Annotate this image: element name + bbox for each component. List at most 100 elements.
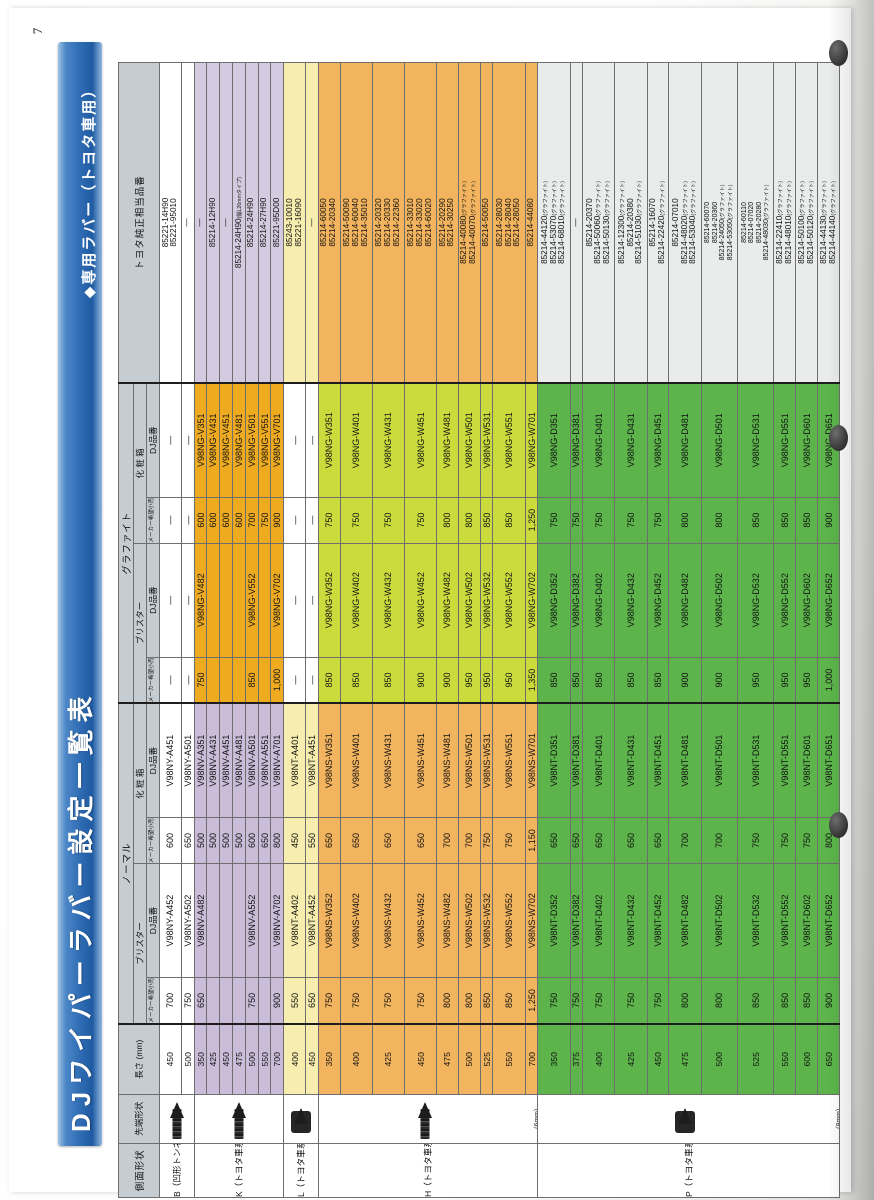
cell-normal-blister-price: 900 [817, 977, 840, 1024]
cell-graphite-box-price: — [283, 497, 306, 544]
cell-oem-numbers: 85214-28030 85214-28040 85214-28050 [492, 62, 526, 383]
cell-oem-numbers: 85214-24H90 [245, 62, 259, 383]
cell-normal-box-part: V98NS-W351 [318, 703, 341, 818]
tip-shape-icon [283, 1094, 319, 1144]
oem-number: 85214-27H90 [259, 197, 269, 248]
cell-graphite-box-part: V98NG-V551 [258, 382, 271, 498]
cell-length: 400 [340, 1023, 373, 1095]
cell-normal-box-part: V98NY-A451 [159, 703, 182, 818]
cell-normal-blister-price: 750 [340, 977, 373, 1024]
cell-normal-box-part: V98NV-A501 [245, 703, 259, 818]
cell-graphite-box-part: V98NG-W451 [404, 382, 437, 498]
cell-normal-box-part: V98NT-A401 [283, 703, 306, 818]
cell-graphite-box-part: V98NG-W701 [525, 382, 538, 498]
cell-normal-box-part: V98NV-A701 [270, 703, 284, 818]
table-row: 450 650 V98NT-A452 550 V98NT-A451— — — — — [305, 62, 319, 1198]
cell-normal-box-price: 700 [668, 817, 702, 864]
cell-length: 500 [458, 1023, 481, 1095]
cell-normal-blister-price [258, 977, 271, 1024]
cell-normal-box-price: 650 [582, 817, 615, 864]
cell-graphite-blister-price [258, 657, 271, 704]
table-row: 700 900 V98NV-A702 800 V98NV-A701 1,000 V98NG-… [270, 62, 284, 1198]
oem-number: — [182, 218, 192, 227]
sub-normal-box: 化 粧 箱 [133, 703, 147, 864]
cell-oem-numbers: 85214-33010 85214-33020 85214-60020 [404, 62, 437, 383]
table-row: 450 750 V98NS-W452 650 V98NS-W451 900 V98NG-W4… [404, 62, 437, 1198]
cell-normal-blister-part [232, 863, 246, 978]
field-part-n-box: DJ品番 [146, 703, 160, 818]
cell-graphite-box-part: — [159, 382, 182, 498]
cell-normal-blister-part: V98NS-W452 [404, 863, 437, 978]
tip-shape-icon [159, 1094, 195, 1144]
cell-graphite-box-price: 750 [614, 497, 648, 544]
table-row: L（トヨタ車系（樹脂トンネル））400550V98NT-A402450V98NT… [283, 62, 319, 1198]
cell-normal-blister-part: V98NT-D602 [795, 863, 818, 978]
cell-graphite-box-part: V98NG-W431 [372, 382, 405, 498]
cell-graphite-blister-price: 850 [245, 657, 259, 704]
cell-normal-blister-price: 1,250 [525, 977, 538, 1024]
cell-graphite-blister-price: — [305, 657, 319, 704]
oem-number: 85214-20340 [328, 198, 338, 247]
row-category-label: H（トヨタ車系ツイン1） [318, 1143, 538, 1198]
cell-length: 425 [614, 1023, 648, 1095]
cell-normal-blister-part: V98NT-D352 [537, 863, 571, 978]
field-part-n-blister: DJ品番 [146, 863, 160, 978]
cell-normal-box-price: 1,150 [525, 817, 538, 864]
cell-normal-box-part: V98NV-A451 [219, 703, 233, 818]
cell-graphite-box-part: V98NG-V501 [245, 382, 259, 498]
oem-number: 85214-22360 [391, 198, 401, 247]
cell-graphite-blister-part: — [159, 543, 182, 658]
page-number: 7 [30, 27, 45, 35]
cell-length: 550 [258, 1023, 271, 1095]
cell-normal-box-part: V98NS-W551 [492, 703, 526, 818]
table-row: H（トヨタ車系ツイン1） (6mm) 350 750 V98NS-W352 650 V98N… [318, 62, 538, 1198]
cell-oem-numbers: 85214-40080(グラファイト) 85214-40070(グラファイト) [458, 62, 481, 383]
cell-graphite-box-part: V98NG-W531 [480, 382, 493, 498]
cell-graphite-box-price: 750 [570, 497, 583, 544]
cell-oem-numbers: 85214-20320 85214-20330 85214-22360 [372, 62, 405, 383]
cell-graphite-box-part: — [305, 382, 319, 498]
cell-graphite-box-part: V98NG-D451 [647, 382, 669, 498]
cell-normal-blister-price: 750 [245, 977, 259, 1024]
cell-oem-numbers: 85243-10010 85221-16090 [283, 62, 306, 383]
oem-number: 85214-60020 [423, 198, 433, 247]
table-row: 400 750 V98NT-D402 650 V98NT-D401 850 V98NG-D4… [582, 62, 615, 1198]
oem-number: 85214-35010 [359, 198, 369, 247]
cell-graphite-box-part: V98NG-V351 [194, 382, 207, 498]
cell-graphite-blister-part: — [305, 543, 319, 658]
cell-graphite-box-price: 800 [668, 497, 702, 544]
cell-graphite-box-part: V98NG-W351 [318, 382, 341, 498]
cell-normal-blister-part: V98NS-W402 [340, 863, 373, 978]
col-shape-profile: 側面形状 [118, 1143, 160, 1198]
oem-number: 85214-68010(グラファイト) [557, 181, 567, 264]
cell-graphite-blister-part: V98NG-V552 [245, 543, 259, 658]
cell-length: 450 [647, 1023, 669, 1095]
cell-graphite-blister-part: V98NG-D352 [537, 543, 571, 658]
cell-graphite-box-part: V98NG-W401 [340, 382, 373, 498]
oem-number: 85214-60110 [740, 202, 748, 243]
cell-normal-blister-part: V98NT-D382 [570, 863, 583, 978]
cell-graphite-box-price: 750 [537, 497, 571, 544]
oem-number: 85214-07020 [748, 201, 756, 244]
cell-graphite-blister-price: — [283, 657, 306, 704]
cell-normal-box-part: V98NS-W451 [404, 703, 437, 818]
page-subtitle-label: ◆専用ラバー（トヨタ車用） [81, 80, 99, 298]
cell-normal-blister-part [219, 863, 233, 978]
cell-normal-box-part: V98NT-D401 [582, 703, 615, 818]
cell-normal-box-price: 500 [219, 817, 233, 864]
cell-normal-blister-part: V98NS-W532 [480, 863, 493, 978]
cell-graphite-blister-price: 750 [194, 657, 207, 704]
cell-graphite-blister-price: — [159, 657, 182, 704]
cell-graphite-blister-part [219, 543, 233, 658]
binder-hole [829, 812, 848, 838]
cell-normal-box-price: 800 [270, 817, 284, 864]
cell-length: 700 [525, 1023, 538, 1095]
cell-normal-box-part: V98NS-W531 [480, 703, 493, 818]
spec-table-wrapper: 側面形状 先端形状 長さ (mm) ノーマル グラファイト トヨタ純正相当品番 … [118, 62, 840, 1198]
cell-length: 525 [737, 1023, 774, 1095]
cell-graphite-blister-part: V98NG-D602 [795, 543, 818, 658]
cell-normal-blister-price: 550 [283, 977, 306, 1024]
cell-graphite-box-part: — [283, 382, 306, 498]
cell-normal-blister-price: 800 [458, 977, 481, 1024]
